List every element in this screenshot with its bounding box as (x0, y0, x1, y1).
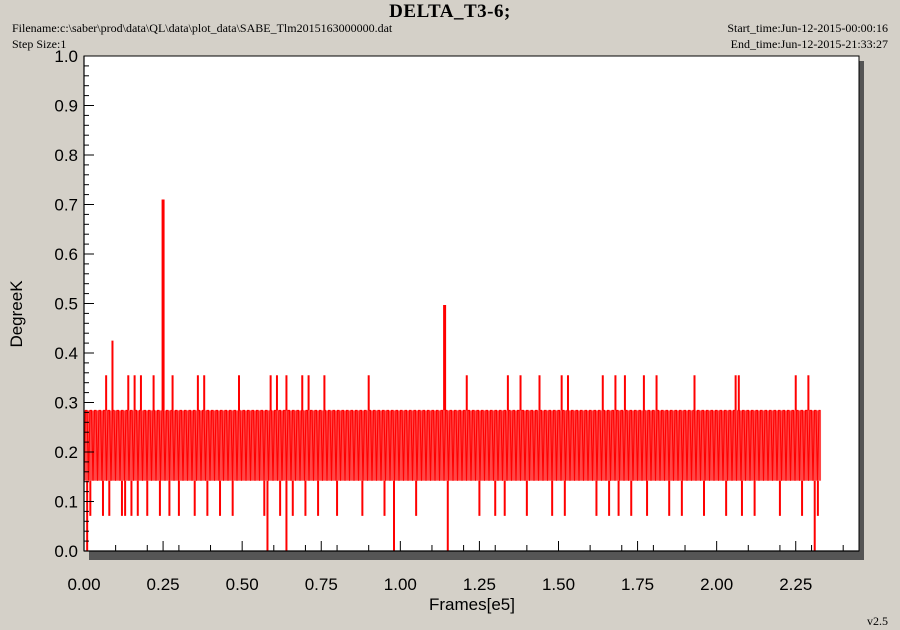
x-tick-label-7: 1.75 (621, 575, 654, 594)
x-tick-label-6: 1.50 (542, 575, 575, 594)
y-tick-label-7: 0.7 (54, 196, 78, 215)
x-axis-label: Frames[e5] (429, 595, 515, 614)
y-tick-label-2: 0.2 (54, 443, 78, 462)
y-tick-label-6: 0.6 (54, 245, 78, 264)
step-size-label: Step Size:1 (12, 37, 67, 51)
y-tick-label-8: 0.8 (54, 146, 78, 165)
x-tick-label-1: 0.25 (147, 575, 180, 594)
y-axis-label: DegreeK (7, 280, 26, 348)
y-tick-label-10: 1.0 (54, 47, 78, 66)
x-tick-label-3: 0.75 (305, 575, 338, 594)
start-time-label: Start_time:Jun-12-2015-00:00:16 (727, 21, 888, 35)
x-tick-label-8: 2.00 (700, 575, 733, 594)
x-tick-label-2: 0.50 (226, 575, 259, 594)
y-tick-label-3: 0.3 (54, 394, 78, 413)
filename-label: Filename:c:\saber\prod\data\QL\data\plot… (12, 21, 393, 35)
chart-title: DELTA_T3-6; (389, 1, 511, 22)
axis-layer: 0.0 0.1 0.2 0.3 0.4 0.5 0.6 0.7 0.8 0.9 1.0 0.00 0.2… (54, 47, 860, 594)
plot-frame (83, 55, 860, 552)
series-band-fill (84, 410, 822, 481)
y-tick-label-9: 0.9 (54, 97, 78, 116)
version-label: v2.5 (867, 614, 888, 628)
series-layer (83, 199, 822, 551)
end-time-label: End_time:Jun-12-2015-21:33:27 (730, 37, 888, 51)
y-tick-label-0: 0.0 (54, 542, 78, 561)
y-tick-label-1: 0.1 (54, 493, 78, 512)
x-tick-label-9: 2.25 (779, 575, 812, 594)
y-tick-label-5: 0.5 (54, 295, 78, 314)
x-tick-label-4: 1.00 (384, 575, 417, 594)
x-tick-label-5: 1.25 (463, 575, 496, 594)
y-tick-label-4: 0.4 (54, 344, 78, 363)
x-tick-label-0: 0.00 (67, 575, 100, 594)
